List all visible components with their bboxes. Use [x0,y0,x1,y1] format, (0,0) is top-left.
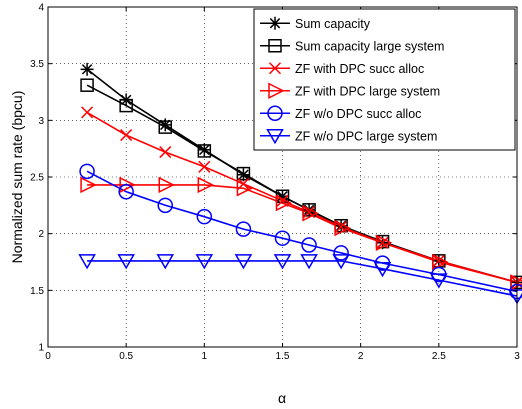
legend-label: Sum capacity [295,17,371,31]
data-point-triangle-down [117,254,135,270]
legend-marker-triangle-down [266,129,284,145]
tick-labels: 0 0.5 1 1.5 2 2.5 3 1 1.5 2 2.5 3 3.5 4 [30,3,520,363]
legend-item: ZF with DPC succ alloc [260,62,424,76]
legend-label: Sum capacity large system [295,39,444,53]
series-markers [78,62,522,305]
data-point-triangle-down [300,254,318,270]
x-axis-label: α [278,390,286,406]
data-point-square [236,166,251,181]
legend-marker-circle [267,105,283,121]
legend-marker-square [268,39,282,53]
data-point-x [81,106,94,119]
legend-item: ZF w/o DPC succ alloc [260,105,421,121]
data-point-circle [333,245,349,261]
data-point-circle [235,221,252,237]
data-point-triangle-down [234,254,253,270]
y-tick-label: 1 [38,343,44,354]
x-tick-label: 2.5 [432,351,446,362]
x-tick-label: 0.5 [119,351,133,362]
legend-label: ZF with DPC large system [295,84,440,98]
legend-item: ZF with DPC large system [260,82,440,99]
legend-label: ZF w/o DPC succ alloc [295,107,421,121]
data-point-square [158,120,172,134]
x-tick-label: 1 [202,351,208,362]
y-tick-label: 1.5 [30,286,44,297]
legend: Sum capacity Sum capacity large system ZF … [253,8,516,151]
legend-marker-x [268,62,282,75]
data-point-square [119,98,133,113]
data-point-circle [157,197,173,214]
y-tick-label: 3 [38,116,44,127]
data-point-triangle-down [78,254,96,270]
data-point-triangle-right [80,176,97,194]
data-point-triangle-right [158,176,175,194]
data-point-triangle-right [302,205,319,222]
data-point-x [198,160,211,173]
data-point-circle [196,208,213,225]
series-line-5 [86,170,518,293]
data-point-triangle-right [236,180,254,197]
data-point-triangle-down [430,273,448,289]
y-axis-label: Normalized sum rate (bpcu) [9,91,25,264]
data-point-triangle-down [373,262,392,278]
series-line-4 [87,184,518,284]
data-point-triangle-right [119,176,136,194]
x-tick-label: 0 [45,351,51,362]
data-point-triangle-down [273,254,292,270]
legend-label: ZF with DPC succ alloc [295,62,424,76]
x-tick-label: 3 [514,351,520,362]
data-point-circle [274,230,291,246]
legend-label: ZF w/o DPC large system [295,129,437,143]
series-line-6 [87,260,518,297]
data-point-triangle-down [156,254,175,270]
data-point-x [159,146,172,159]
y-tick-label: 4 [38,3,44,14]
data-point-triangle-down [195,254,214,270]
data-point-asterisk [197,143,211,157]
y-tick-label: 2.5 [30,173,44,184]
data-point-triangle-right [197,176,215,194]
data-point-asterisk [158,118,172,132]
y-tick-label: 2 [38,229,44,240]
data-point-triangle-right [510,274,522,291]
legend-item: ZF w/o DPC large system [260,129,437,145]
x-tick-label: 2 [358,351,364,362]
data-point-triangle-right [432,253,449,271]
data-point-asterisk [80,62,94,76]
data-point-circle [301,237,317,253]
data-point-square [197,144,212,158]
data-point-triangle-down [332,254,350,270]
data-point-x [120,129,133,142]
data-point-x [376,236,389,249]
x-tick-label: 1.5 [276,351,290,362]
data-point-triangle-right [375,234,393,251]
legend-item: Sum capacity large system [260,39,444,53]
legend-item: Sum capacity [260,16,371,31]
data-point-circle [79,163,95,180]
legend-marker-asterisk [268,16,282,30]
legend-marker-triangle-right [268,82,285,99]
data-point-triangle-right [275,194,293,212]
legend-box [253,8,516,151]
data-point-circle [118,183,134,200]
data-point-square [80,78,94,92]
y-tick-label: 3.5 [30,59,44,70]
data-point-triangle-right [334,219,351,237]
